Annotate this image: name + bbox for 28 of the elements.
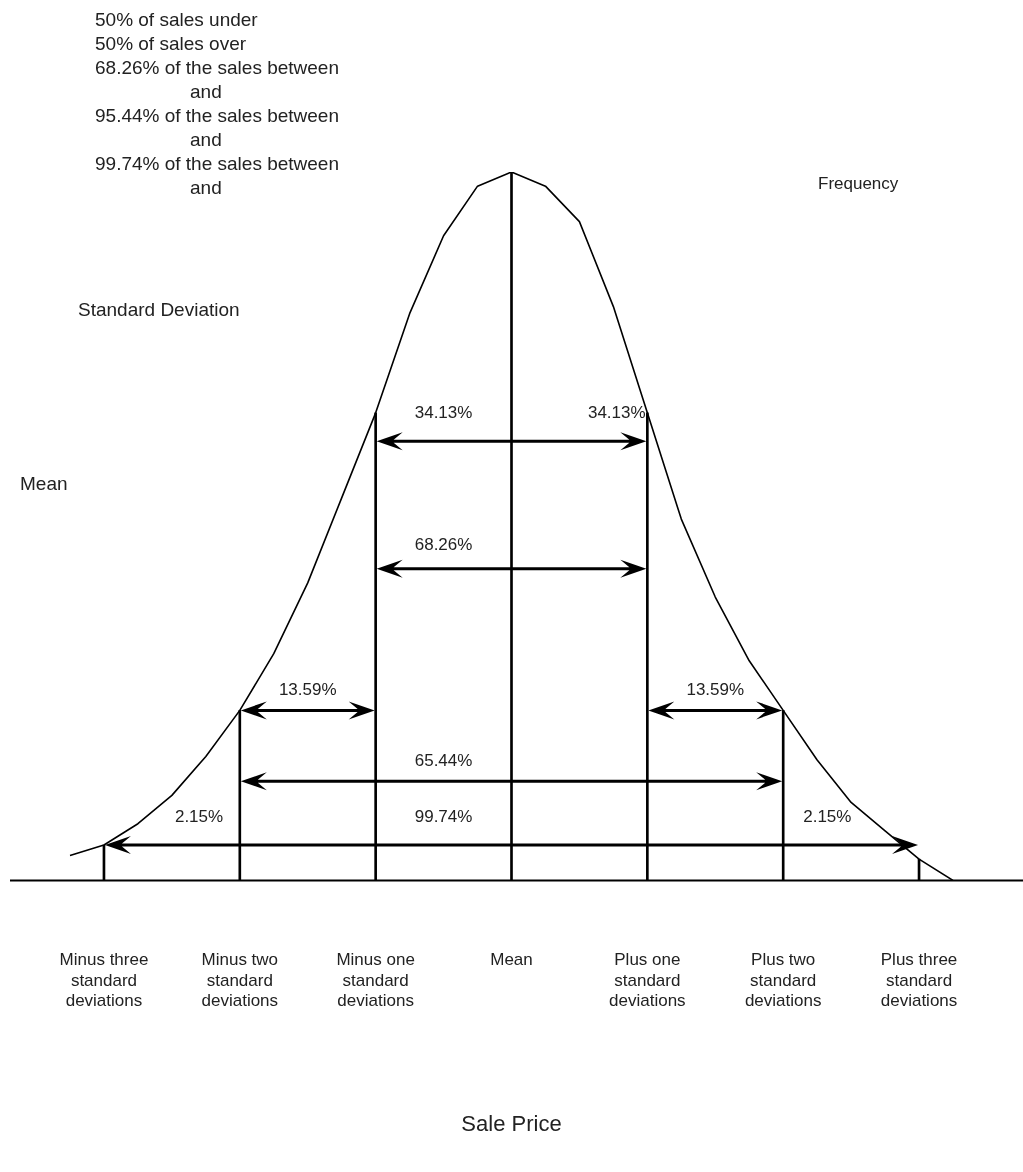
annotation: 99.74% of the sales between — [95, 152, 340, 176]
annotation: 13.59% — [686, 679, 745, 700]
x-tick-label: Minus two standard deviations — [201, 950, 279, 1011]
annotation: 65.44% — [414, 750, 473, 771]
annotation: 34.13% — [587, 403, 646, 424]
annotation: 13.59% — [278, 679, 337, 700]
text: and — [190, 80, 222, 104]
annotation: Mean — [20, 472, 68, 496]
y-axis-title: Frequency — [818, 173, 899, 195]
text: and — [190, 128, 222, 152]
x-tick-label: Plus two standard deviations — [744, 950, 822, 1011]
text: 50% of sales under — [95, 8, 258, 32]
annotation: 99.74% — [414, 807, 473, 828]
annotation: Standard Deviation — [78, 298, 240, 322]
text: 50% of sales over — [95, 32, 247, 56]
x-tick-label: Mean — [490, 950, 533, 970]
annotation: and — [190, 176, 222, 200]
x-tick-label: Plus one standard deviations — [609, 950, 686, 1011]
x-tick-label: Minus three standard deviations — [59, 950, 149, 1011]
annotation: 2.15% — [803, 807, 852, 828]
x-tick-label: Minus one standard deviations — [336, 950, 415, 1011]
x-axis-title: Sale Price — [461, 1110, 562, 1136]
text: 68.26% of the sales between — [95, 56, 340, 80]
x-tick-label: Plus three standard deviations — [880, 950, 958, 1011]
annotation: 34.13% — [414, 403, 473, 424]
text: 95.44% of the sales between — [95, 104, 340, 128]
annotation: 2.15% — [174, 807, 224, 828]
annotation: 68.26% — [414, 534, 473, 555]
